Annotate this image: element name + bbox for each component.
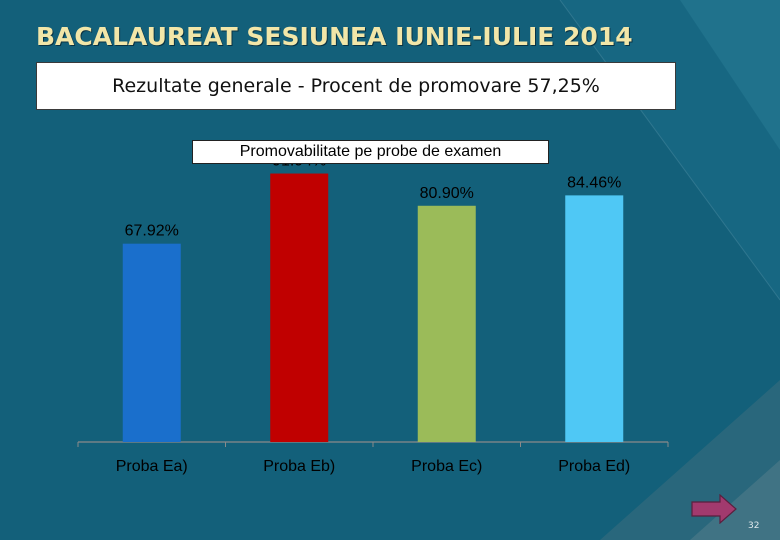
bar — [122, 243, 181, 442]
next-slide-button[interactable] — [690, 494, 738, 524]
results-summary-box: Rezultate generale - Procent de promovar… — [36, 62, 676, 110]
bar-value-label: 84.46% — [567, 174, 621, 191]
chart-title-text: Promovabilitate pe probe de examen — [239, 143, 502, 160]
bar — [270, 173, 329, 442]
x-tick-label: Proba Ed) — [558, 458, 630, 475]
bar-value-label: 67.92% — [125, 223, 179, 240]
bar — [417, 205, 476, 442]
chart-title: Promovabilitate pe probe de examen — [192, 140, 549, 164]
x-tick-label: Proba Ec) — [411, 458, 482, 475]
right-arrow-icon — [691, 494, 737, 524]
slide-title: BACALAUREAT SESIUNEA IUNIE-IULIE 2014 — [36, 22, 633, 51]
x-tick-label: Proba Eb) — [263, 458, 335, 475]
page-number: 32 — [748, 521, 760, 531]
bar — [565, 195, 624, 442]
results-summary-text: Rezultate generale - Procent de promovar… — [112, 75, 600, 97]
bar-value-label: 80.90% — [420, 185, 474, 202]
x-tick-label: Proba Ea) — [116, 458, 188, 475]
